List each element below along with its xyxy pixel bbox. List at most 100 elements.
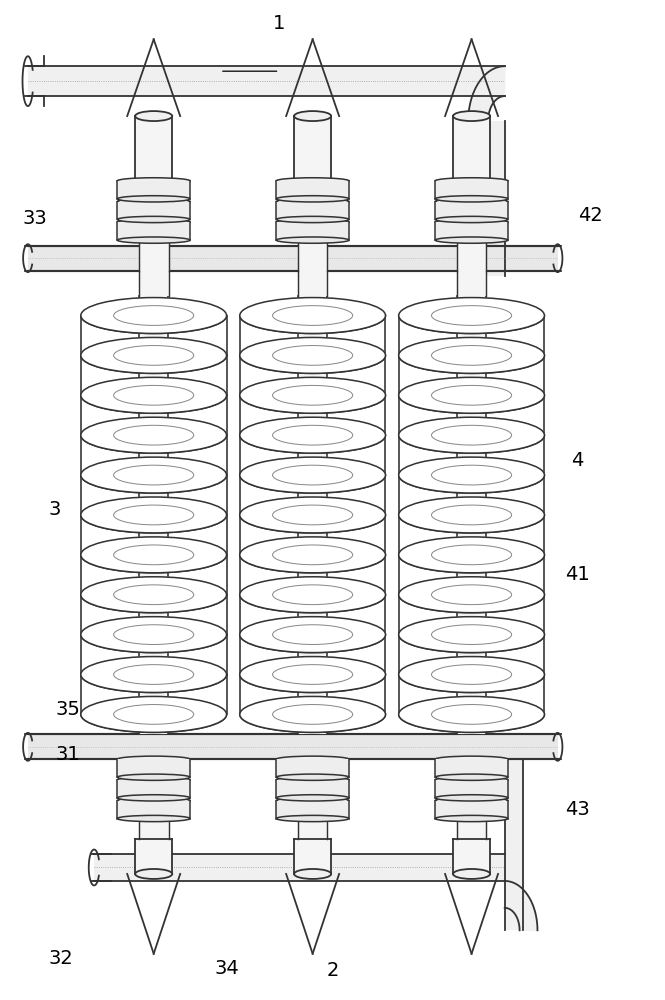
Ellipse shape bbox=[294, 111, 331, 121]
Ellipse shape bbox=[240, 696, 386, 732]
Ellipse shape bbox=[399, 457, 545, 493]
Text: 2: 2 bbox=[327, 961, 338, 980]
Ellipse shape bbox=[399, 497, 545, 533]
Ellipse shape bbox=[276, 797, 349, 804]
Ellipse shape bbox=[81, 417, 227, 453]
Bar bbox=[298, 296, 327, 734]
Bar bbox=[457, 271, 486, 296]
Ellipse shape bbox=[81, 577, 227, 613]
Bar bbox=[139, 271, 168, 296]
Ellipse shape bbox=[240, 497, 386, 533]
Ellipse shape bbox=[399, 457, 545, 493]
Bar bbox=[457, 296, 486, 734]
Ellipse shape bbox=[240, 617, 386, 653]
Ellipse shape bbox=[81, 457, 227, 493]
Bar bbox=[276, 801, 349, 819]
Ellipse shape bbox=[399, 696, 545, 732]
Ellipse shape bbox=[240, 298, 386, 333]
Ellipse shape bbox=[276, 216, 349, 223]
Bar bbox=[276, 181, 349, 199]
Ellipse shape bbox=[399, 377, 545, 413]
Ellipse shape bbox=[399, 617, 545, 653]
Ellipse shape bbox=[81, 657, 227, 692]
Ellipse shape bbox=[81, 696, 227, 732]
Bar bbox=[117, 222, 190, 240]
Ellipse shape bbox=[117, 756, 190, 762]
Bar bbox=[28, 246, 558, 271]
Ellipse shape bbox=[81, 377, 227, 413]
Ellipse shape bbox=[240, 696, 386, 732]
Bar bbox=[294, 839, 331, 874]
Ellipse shape bbox=[117, 178, 190, 184]
Ellipse shape bbox=[117, 196, 190, 202]
Ellipse shape bbox=[81, 537, 227, 573]
Ellipse shape bbox=[240, 457, 386, 493]
Ellipse shape bbox=[81, 337, 227, 373]
Ellipse shape bbox=[399, 337, 545, 373]
Ellipse shape bbox=[276, 198, 349, 205]
Ellipse shape bbox=[399, 537, 545, 573]
Text: 31: 31 bbox=[55, 745, 80, 764]
Ellipse shape bbox=[399, 417, 545, 453]
Ellipse shape bbox=[117, 815, 190, 822]
Bar bbox=[453, 116, 490, 181]
Ellipse shape bbox=[240, 577, 386, 613]
Ellipse shape bbox=[240, 537, 386, 573]
Ellipse shape bbox=[240, 377, 386, 413]
Ellipse shape bbox=[240, 377, 386, 413]
Ellipse shape bbox=[399, 337, 545, 373]
Ellipse shape bbox=[117, 777, 190, 783]
Ellipse shape bbox=[135, 111, 172, 121]
Ellipse shape bbox=[81, 457, 227, 493]
Bar bbox=[135, 839, 172, 874]
Ellipse shape bbox=[276, 237, 349, 243]
Bar bbox=[435, 780, 508, 798]
Bar bbox=[276, 202, 349, 219]
Bar bbox=[298, 271, 327, 296]
Ellipse shape bbox=[240, 617, 386, 653]
Ellipse shape bbox=[240, 417, 386, 453]
Ellipse shape bbox=[240, 657, 386, 692]
Text: 33: 33 bbox=[22, 209, 47, 228]
Ellipse shape bbox=[435, 237, 508, 243]
Ellipse shape bbox=[135, 869, 172, 879]
Ellipse shape bbox=[81, 377, 227, 413]
Ellipse shape bbox=[81, 657, 227, 692]
Ellipse shape bbox=[399, 298, 545, 333]
Ellipse shape bbox=[240, 657, 386, 692]
Ellipse shape bbox=[240, 497, 386, 533]
Ellipse shape bbox=[276, 774, 349, 780]
Ellipse shape bbox=[117, 797, 190, 804]
Ellipse shape bbox=[81, 497, 227, 533]
Ellipse shape bbox=[81, 577, 227, 613]
Text: 34: 34 bbox=[214, 959, 239, 978]
Ellipse shape bbox=[399, 337, 545, 373]
Ellipse shape bbox=[399, 696, 545, 732]
Bar bbox=[435, 181, 508, 199]
Ellipse shape bbox=[399, 298, 545, 333]
Ellipse shape bbox=[81, 657, 227, 692]
Ellipse shape bbox=[81, 298, 227, 333]
Ellipse shape bbox=[276, 815, 349, 822]
Ellipse shape bbox=[240, 497, 386, 533]
Ellipse shape bbox=[240, 417, 386, 453]
Ellipse shape bbox=[435, 774, 508, 780]
Ellipse shape bbox=[117, 198, 190, 205]
Ellipse shape bbox=[399, 497, 545, 533]
Bar bbox=[435, 759, 508, 777]
Bar bbox=[276, 780, 349, 798]
Ellipse shape bbox=[81, 617, 227, 653]
Bar bbox=[457, 243, 486, 271]
Ellipse shape bbox=[81, 497, 227, 533]
Bar bbox=[298, 243, 327, 271]
Ellipse shape bbox=[117, 219, 190, 225]
Ellipse shape bbox=[294, 869, 331, 879]
Ellipse shape bbox=[435, 815, 508, 822]
Ellipse shape bbox=[81, 577, 227, 613]
Ellipse shape bbox=[399, 617, 545, 653]
Bar bbox=[139, 243, 168, 271]
Ellipse shape bbox=[81, 617, 227, 653]
Ellipse shape bbox=[399, 417, 545, 453]
Ellipse shape bbox=[453, 111, 490, 121]
Bar bbox=[457, 821, 486, 839]
